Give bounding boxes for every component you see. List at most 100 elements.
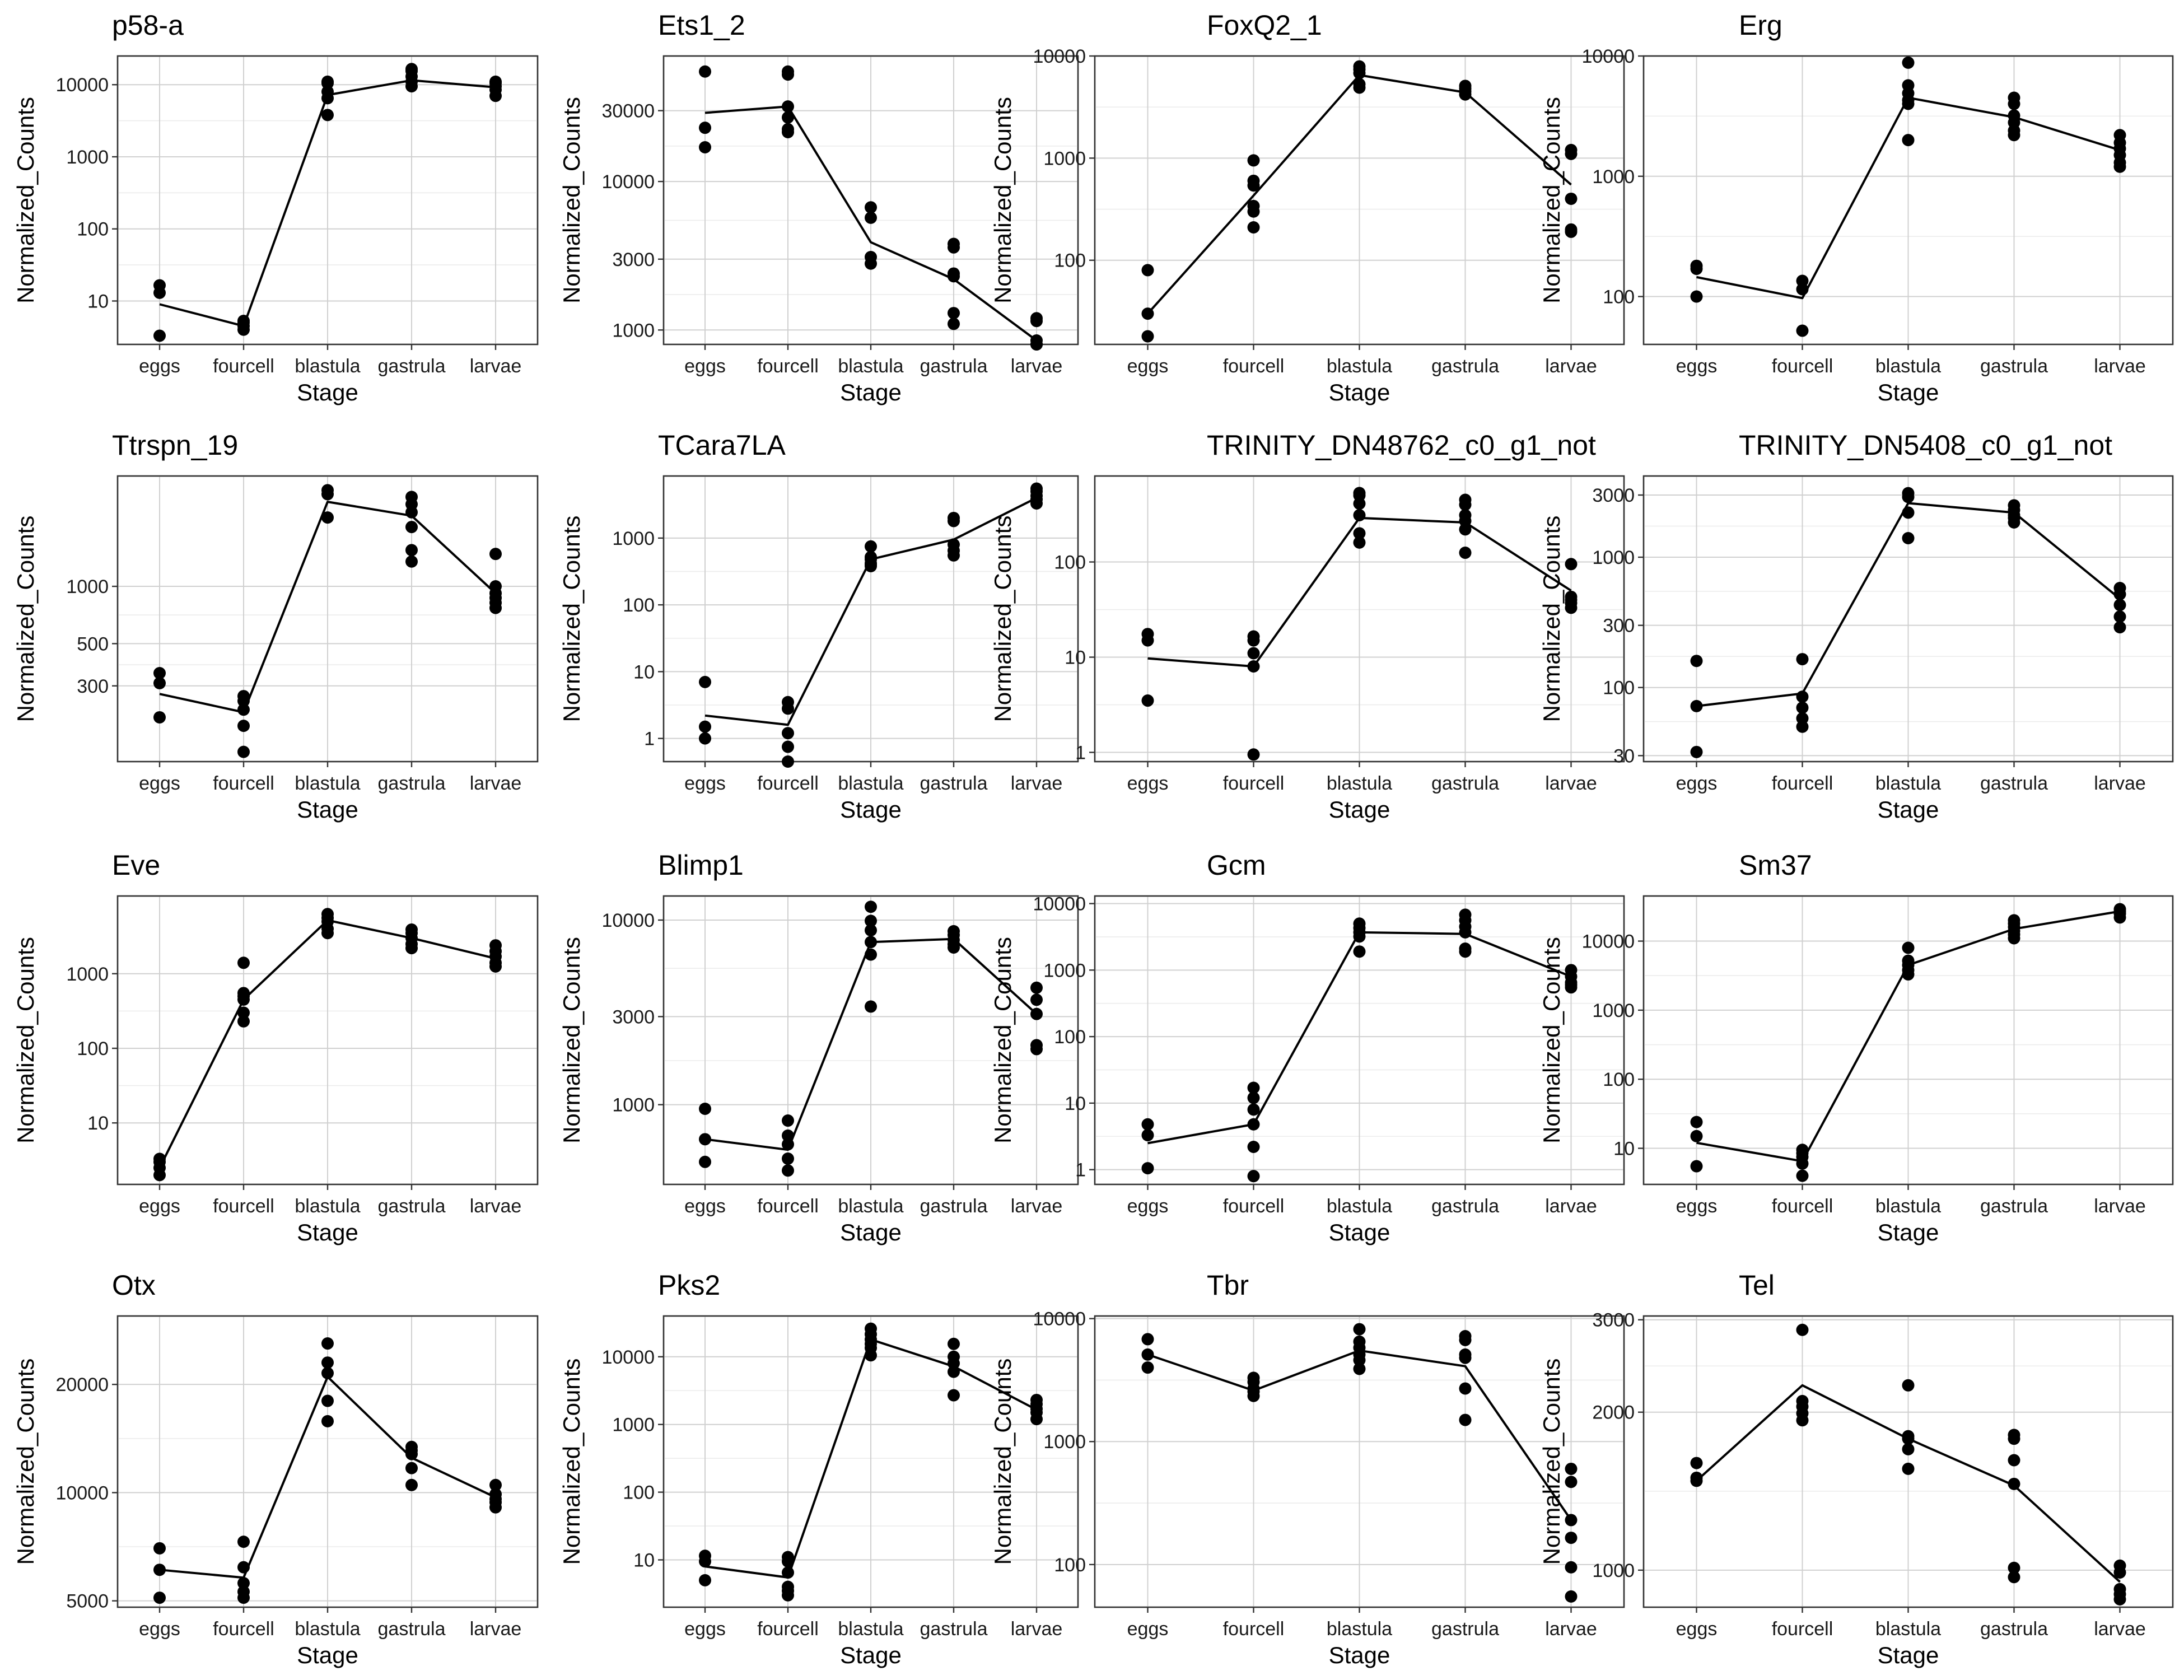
data-point <box>153 1564 166 1576</box>
data-point <box>321 484 334 497</box>
data-point <box>1565 590 1578 603</box>
data-point <box>948 237 960 250</box>
data-point <box>1796 653 1809 666</box>
data-point <box>1796 1169 1809 1182</box>
data-point <box>1353 1323 1366 1336</box>
data-point <box>782 755 794 768</box>
y-tick-label: 10 <box>633 1550 655 1571</box>
y-tick-label: 100 <box>623 1482 655 1504</box>
plot-border <box>1642 895 2174 1186</box>
y-axis-label: Normalized_Counts <box>558 1359 585 1565</box>
y-axis-label: Normalized_Counts <box>990 97 1016 304</box>
x-tick-label: eggs <box>1127 356 1169 377</box>
y-axis-label: Normalized_Counts <box>1538 1359 1565 1565</box>
data-point <box>1459 508 1472 521</box>
data-point <box>1902 941 1915 954</box>
data-point <box>237 956 250 969</box>
data-point <box>1141 1129 1154 1142</box>
x-tick-label: fourcell <box>213 1618 274 1640</box>
data-point <box>1565 223 1578 236</box>
y-axis-label: Normalized_Counts <box>1538 516 1565 722</box>
data-point <box>237 314 250 327</box>
x-tick-label: larvae <box>1545 1196 1597 1217</box>
panel-title: TRINITY_DN48762_c0_g1_not <box>1207 430 1596 461</box>
data-point <box>1247 174 1260 187</box>
x-axis-label: Stage <box>1878 1219 1939 1245</box>
x-tick-label: fourcell <box>213 356 274 377</box>
y-tick-label: 3000 <box>612 249 655 270</box>
data-point <box>489 580 502 593</box>
y-tick-label: 10000 <box>55 1482 109 1504</box>
data-point <box>865 201 877 214</box>
plot-border <box>662 55 1079 346</box>
panel-title: Eve <box>112 850 160 881</box>
data-point <box>237 1585 250 1598</box>
x-tick-label: fourcell <box>757 773 819 794</box>
y-tick-label: 100 <box>77 219 109 240</box>
data-point <box>153 329 166 342</box>
y-axis-label: Normalized_Counts <box>1538 97 1565 304</box>
y-tick-label: 10000 <box>55 74 109 96</box>
x-tick-label: gastrula <box>920 1196 988 1217</box>
data-point <box>1141 1348 1154 1361</box>
data-point <box>153 711 166 724</box>
y-tick-label: 1000 <box>612 320 655 341</box>
y-tick-label: 10000 <box>1033 1309 1086 1330</box>
x-axis-label: Stage <box>840 796 902 823</box>
y-tick-label: 10000 <box>1581 46 1635 67</box>
x-tick-label: blastula <box>838 1196 903 1217</box>
data-point <box>489 548 502 561</box>
data-point <box>782 1580 794 1593</box>
x-tick-label: larvae <box>2094 1618 2146 1640</box>
data-point <box>1247 1103 1260 1116</box>
data-point <box>948 1365 960 1378</box>
x-tick-label: larvae <box>2094 773 2146 794</box>
data-point <box>1690 290 1703 303</box>
x-tick-label: larvae <box>470 356 522 377</box>
data-point <box>699 675 711 688</box>
data-point <box>1141 307 1154 320</box>
data-point <box>948 267 960 280</box>
panel-title: Pks2 <box>658 1270 720 1301</box>
data-point <box>405 1478 418 1491</box>
x-axis-label: Stage <box>297 379 358 405</box>
data-point <box>699 1102 711 1115</box>
data-point <box>153 1592 166 1604</box>
data-point <box>237 745 250 758</box>
x-tick-label: eggs <box>684 356 726 377</box>
x-tick-label: eggs <box>1676 1196 1718 1217</box>
data-point <box>865 948 877 961</box>
data-point <box>1247 630 1260 643</box>
data-point <box>1247 1081 1260 1094</box>
data-point <box>948 511 960 524</box>
y-tick-label: 500 <box>77 633 109 655</box>
x-tick-label: fourcell <box>1772 356 1833 377</box>
data-point <box>237 1561 250 1574</box>
x-tick-label: blastula <box>1875 1618 1941 1640</box>
x-tick-label: eggs <box>1676 773 1718 794</box>
y-tick-label: 1000 <box>1043 148 1086 169</box>
data-point <box>1247 1140 1260 1153</box>
data-point <box>1353 945 1366 958</box>
data-point <box>321 109 334 122</box>
chart-panels: 10 100 1000 10000 eggs fourcell blastula gastru… <box>12 10 2174 1668</box>
x-tick-label: gastrula <box>1431 356 1499 377</box>
x-tick-label: blastula <box>1875 356 1941 377</box>
data-point <box>948 538 960 551</box>
data-point <box>782 696 794 708</box>
data-point <box>405 491 418 503</box>
data-point <box>2008 91 2020 104</box>
y-tick-label: 100 <box>1054 1555 1086 1576</box>
x-tick-label: larvae <box>1011 356 1063 377</box>
y-tick-label: 1000 <box>1043 1431 1086 1453</box>
x-tick-label: eggs <box>139 1196 180 1217</box>
data-point <box>1565 192 1578 205</box>
plot-border <box>1094 55 1625 346</box>
x-tick-label: eggs <box>139 1618 180 1640</box>
data-point <box>948 925 960 937</box>
data-point <box>2008 499 2020 512</box>
x-tick-label: gastrula <box>378 356 446 377</box>
data-point <box>865 936 877 949</box>
x-axis-label: Stage <box>840 379 902 405</box>
data-point <box>1796 1394 1809 1407</box>
